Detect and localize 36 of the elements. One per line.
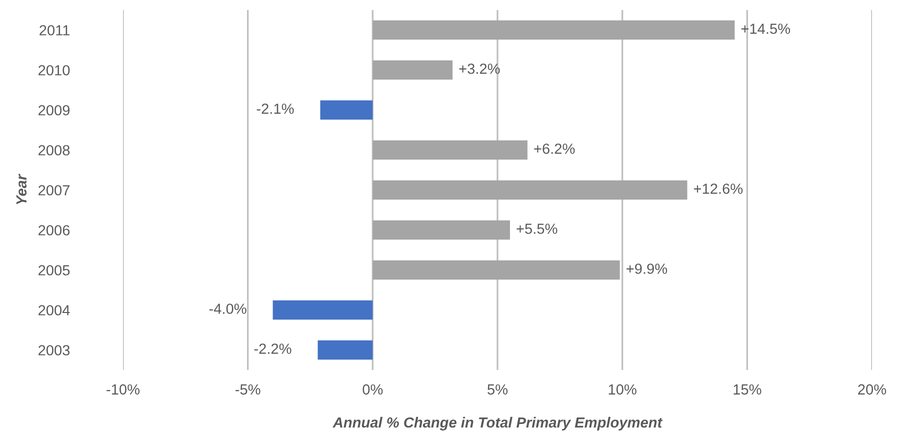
bar [372, 140, 528, 160]
bar [372, 180, 688, 200]
bar [272, 300, 373, 320]
y-axis-title: Year [16, 174, 27, 204]
y-tick-label: 2008 [38, 145, 70, 156]
x-tick-label: 0% [362, 384, 383, 395]
y-tick-label: 2003 [38, 345, 70, 356]
data-label: -4.0% [209, 304, 246, 314]
x-tick-label: -10% [106, 384, 140, 395]
bar [372, 260, 620, 280]
x-axis-title: Annual % Change in Total Primary Employment [332, 416, 663, 431]
data-label: +9.9% [626, 264, 668, 274]
y-tick-label: 2011 [40, 25, 70, 36]
data-label: -2.2% [254, 344, 292, 354]
data-label: +6.2% [534, 144, 575, 154]
bar [318, 340, 373, 360]
bar [372, 60, 453, 80]
y-tick-label: 2010 [38, 65, 70, 76]
data-label: +14.5% [741, 24, 790, 34]
data-label: +12.6% [694, 184, 743, 194]
bar [372, 220, 510, 240]
x-tick-label: 15% [734, 384, 762, 395]
data-label: -2.1% [256, 104, 294, 114]
y-tick-label: 2004 [38, 305, 70, 316]
data-label: +5.5% [516, 224, 558, 234]
x-tick-label: -5% [236, 384, 260, 395]
x-tick-label: 10% [608, 384, 636, 395]
y-tick-label: 2007 [38, 185, 70, 196]
bar [372, 20, 735, 40]
x-tick-label: 5% [488, 384, 508, 395]
bar [320, 100, 373, 120]
y-tick-label: 2005 [38, 265, 70, 276]
y-tick-label: 2006 [38, 225, 70, 236]
y-tick-label: 2009 [38, 105, 70, 116]
data-label: +3.2% [459, 64, 500, 74]
x-tick-label: 20% [858, 384, 886, 395]
